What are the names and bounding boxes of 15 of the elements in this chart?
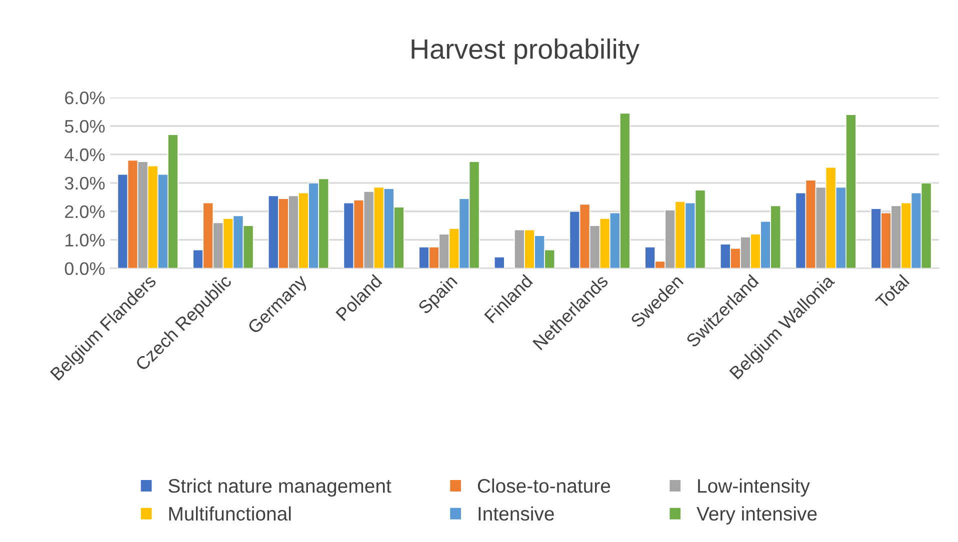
legend-label: Intensive bbox=[478, 506, 554, 521]
legend-label: Low-intensity bbox=[698, 478, 810, 497]
bar bbox=[494, 256, 505, 268]
legend-label: Multifunctional bbox=[169, 506, 291, 521]
legend-label: Close-to-nature bbox=[478, 478, 610, 493]
y-tick-label: 0.0% bbox=[64, 262, 105, 276]
y-tick-label: 4.0% bbox=[64, 148, 105, 162]
y-tick-label: 5.0% bbox=[64, 120, 105, 133]
y-tick-label: 1.0% bbox=[66, 234, 105, 247]
y-tick-label: 6.0% bbox=[65, 91, 105, 104]
legend-label: Very intensive bbox=[696, 506, 817, 524]
y-tick-label: 3.0% bbox=[64, 176, 105, 190]
chart-title: Harvest probability bbox=[412, 38, 640, 64]
y-tick-label: 2.0% bbox=[65, 205, 105, 218]
legend-label: Strict nature management bbox=[168, 478, 392, 497]
